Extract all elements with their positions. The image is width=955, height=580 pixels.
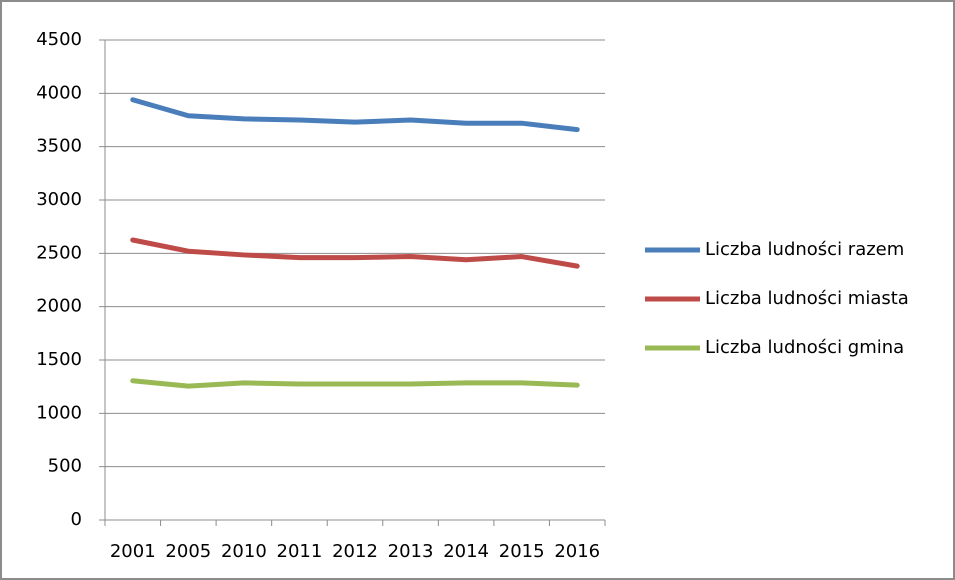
y-tick-label: 1000 bbox=[36, 402, 82, 423]
x-tick-label: 2014 bbox=[443, 541, 489, 562]
x-tick-label: 2011 bbox=[277, 541, 323, 562]
legend-label: Liczba ludności miasta bbox=[705, 288, 909, 309]
y-tick-label: 4000 bbox=[36, 82, 82, 103]
x-tick-label: 2013 bbox=[388, 541, 434, 562]
legend-label: Liczba ludności gmina bbox=[705, 337, 904, 358]
x-tick-label: 2016 bbox=[554, 541, 600, 562]
y-tick-label: 3000 bbox=[36, 189, 82, 210]
y-tick-label: 3500 bbox=[36, 136, 82, 157]
y-tick-label: 1500 bbox=[36, 349, 82, 370]
y-tick-label: 4500 bbox=[36, 29, 82, 50]
x-tick-label: 2010 bbox=[221, 541, 267, 562]
x-tick-label: 2015 bbox=[499, 541, 545, 562]
x-tick-label: 2012 bbox=[332, 541, 378, 562]
series-line bbox=[130, 378, 580, 389]
series-line bbox=[130, 237, 580, 269]
y-tick-label: 0 bbox=[71, 509, 82, 530]
series-line bbox=[130, 97, 580, 133]
x-tick-label: 2005 bbox=[165, 541, 211, 562]
y-tick-label: 2500 bbox=[36, 242, 82, 263]
y-tick-label: 500 bbox=[48, 456, 82, 477]
y-tick-label: 2000 bbox=[36, 296, 82, 317]
legend-label: Liczba ludności razem bbox=[705, 239, 904, 260]
x-tick-label: 2001 bbox=[110, 541, 156, 562]
